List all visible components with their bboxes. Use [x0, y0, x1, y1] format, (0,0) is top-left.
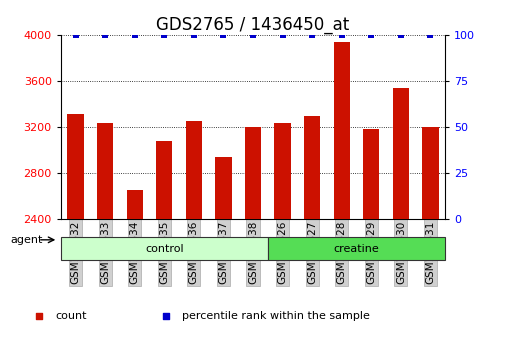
Bar	[97, 123, 113, 219]
Bar	[67, 114, 83, 219]
Point	[101, 33, 109, 38]
Bar	[185, 120, 201, 219]
Bar	[274, 123, 290, 219]
Bar	[61, 237, 267, 260]
Point	[160, 33, 168, 38]
Bar	[304, 116, 320, 219]
Text: creatine: creatine	[333, 244, 379, 254]
Point	[219, 33, 227, 38]
Bar	[215, 157, 231, 219]
Point	[248, 33, 257, 38]
Bar	[333, 42, 349, 219]
Title: GDS2765 / 1436450_at: GDS2765 / 1436450_at	[156, 16, 349, 34]
Point	[71, 33, 79, 38]
Point	[426, 33, 434, 38]
Bar	[363, 129, 379, 219]
Bar	[126, 189, 142, 219]
Point	[162, 314, 170, 319]
Bar	[244, 127, 261, 219]
Text: agent: agent	[10, 235, 42, 245]
Bar	[422, 127, 438, 219]
Point	[337, 33, 345, 38]
Text: percentile rank within the sample: percentile rank within the sample	[182, 312, 370, 321]
Bar	[392, 88, 408, 219]
Point	[308, 33, 316, 38]
Point	[396, 33, 404, 38]
Point	[278, 33, 286, 38]
Point	[35, 314, 43, 319]
Point	[130, 33, 138, 38]
Point	[367, 33, 375, 38]
Text: control: control	[144, 244, 183, 254]
Point	[189, 33, 197, 38]
Text: count: count	[55, 312, 86, 321]
Bar	[156, 141, 172, 219]
Bar	[267, 237, 444, 260]
